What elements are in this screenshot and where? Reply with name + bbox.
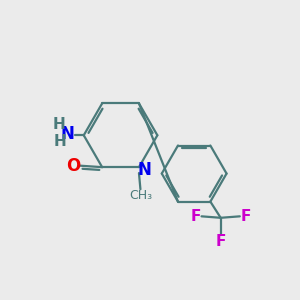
Text: F: F (190, 209, 201, 224)
Text: N: N (61, 124, 74, 142)
Text: N: N (137, 160, 151, 178)
Text: O: O (67, 157, 81, 175)
Text: CH₃: CH₃ (129, 189, 152, 202)
Text: H: H (53, 118, 66, 133)
Text: F: F (241, 209, 251, 224)
Text: H: H (53, 134, 66, 149)
Text: F: F (215, 234, 226, 249)
